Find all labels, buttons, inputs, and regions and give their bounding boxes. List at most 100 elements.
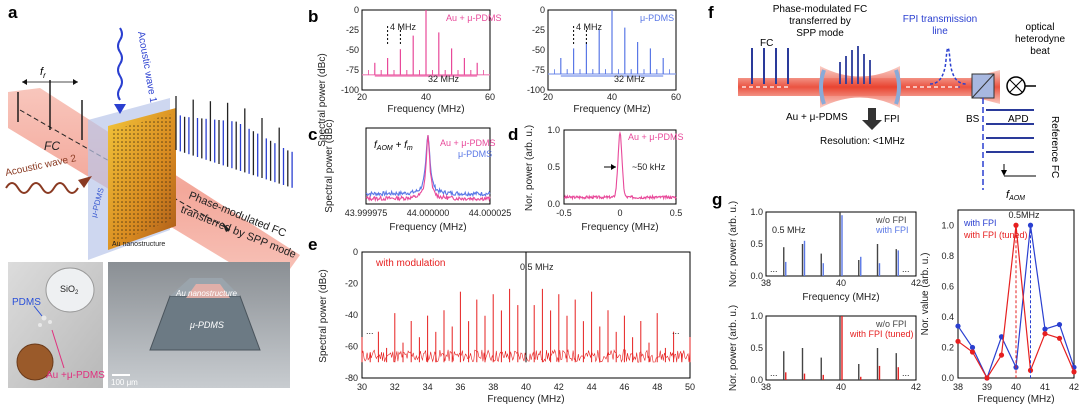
g-xtick: 38 bbox=[761, 382, 771, 392]
g-bottom-axes bbox=[765, 315, 917, 381]
chart-d: Au + μ-PDMS ~50 kHz 1.0 0.5 0.0 -0.5 0 0… bbox=[524, 125, 683, 233]
b-xtick: 40 bbox=[607, 92, 617, 102]
d-series bbox=[563, 130, 677, 201]
f-beat-3: beat bbox=[1030, 46, 1050, 57]
e-xtick: 44 bbox=[587, 382, 597, 392]
b-right-legend: μ-PDMS bbox=[640, 13, 674, 23]
g-right-ytick: 0.4 bbox=[941, 312, 954, 322]
g-xtick: 42 bbox=[911, 382, 921, 392]
b-ytick: -25 bbox=[346, 25, 359, 35]
panel-label-e: e bbox=[308, 235, 317, 254]
g-right-point-red bbox=[1071, 369, 1077, 375]
e-spectrum bbox=[361, 252, 691, 363]
c-xtick-1: 44.000000 bbox=[407, 208, 450, 218]
b-xtick: 20 bbox=[543, 92, 553, 102]
fr-label: fr bbox=[40, 66, 46, 80]
f-fpi-line-2: line bbox=[932, 26, 948, 37]
f-fc: FC bbox=[760, 38, 773, 49]
g-top-xlabel: Frequency (MHz) bbox=[802, 292, 879, 303]
e-xtick: 38 bbox=[488, 382, 498, 392]
acoustic-wave-2-label: Acoustic wave 2 bbox=[4, 153, 77, 179]
g-bottom-ylabel: Nor. power (arb. u.) bbox=[728, 305, 739, 391]
acoustic-wave-1-label: Acoustic wave 1 bbox=[135, 31, 158, 105]
g-top-dots-right: ... bbox=[902, 264, 910, 274]
panel-label-f: f bbox=[708, 3, 714, 22]
b-xtick: 40 bbox=[421, 92, 431, 102]
b-left-legend: Au + μ-PDMS bbox=[446, 13, 501, 23]
b-right-4mhz: 4 MHz bbox=[576, 22, 603, 32]
panel-label-b: b bbox=[308, 7, 318, 26]
b-left-4mhz: 4 MHz bbox=[390, 22, 417, 32]
f-input-comb bbox=[751, 48, 789, 84]
beam-arrow bbox=[222, 222, 230, 232]
g-right-point-red bbox=[969, 349, 976, 355]
e-xtick: 32 bbox=[390, 382, 400, 392]
d-annotation: ~50 kHz bbox=[632, 162, 666, 172]
sem-pdms-label: μ-PDMS bbox=[189, 320, 224, 330]
g-right-point-red bbox=[1042, 331, 1048, 337]
d-xtick-0: -0.5 bbox=[556, 208, 572, 218]
g-ytick: 1.0 bbox=[750, 311, 763, 321]
d-ylabel: Nor. power (arb. u.) bbox=[524, 125, 535, 211]
g-xtick: 40 bbox=[836, 382, 846, 392]
b-ytick: -100 bbox=[341, 85, 359, 95]
g-right-ytick: 0.8 bbox=[941, 251, 954, 261]
g-right-point-red bbox=[984, 375, 990, 381]
f-modulated-comb bbox=[839, 46, 871, 84]
g-right-xtick: 42 bbox=[1069, 382, 1079, 392]
b-ytick: -50 bbox=[532, 45, 545, 55]
d-ytick-2: 1.0 bbox=[547, 125, 560, 135]
d-xtick-1: 0 bbox=[617, 208, 622, 218]
c-annotation: fAOM + fm bbox=[374, 140, 413, 152]
acoustic-wave-2 bbox=[5, 182, 79, 194]
panel-b: Spectral power (dBc) Au + μ-PDMS 4 MHz 3… bbox=[317, 5, 681, 147]
e-xtick: 42 bbox=[554, 382, 564, 392]
e-dots-right: ... bbox=[672, 326, 680, 336]
panel-f-setup: FC Au + μ-PDMS Phase-modulated FC transf… bbox=[738, 4, 1065, 202]
d-xlabel: Frequency (MHz) bbox=[581, 222, 658, 233]
f-fpi-mirror-1 bbox=[819, 69, 826, 105]
g-right-ylabel: Nor. value (arb. u.) bbox=[920, 253, 931, 336]
c-xtick-2: 44.000025 bbox=[469, 208, 512, 218]
g-top-ylabel: Nor. power (arb. u.) bbox=[728, 201, 739, 287]
sio2-label: SiO2 bbox=[60, 284, 79, 296]
g-right-ytick: 0.6 bbox=[941, 281, 954, 291]
f-au-label: Au + μ-PDMS bbox=[786, 112, 848, 123]
c-axes bbox=[365, 127, 491, 205]
e-xtick: 48 bbox=[652, 382, 662, 392]
e-legend: with modulation bbox=[375, 258, 445, 269]
f-transfer-2: transferred by bbox=[789, 16, 851, 27]
acoustic-wave-1 bbox=[117, 27, 123, 101]
sem-au-label: Au nanostructure bbox=[175, 289, 237, 298]
fc-label: FC bbox=[44, 139, 60, 153]
b-ytick: -100 bbox=[527, 85, 545, 95]
f-fpi-mirror-2 bbox=[894, 69, 901, 105]
b-ytick: 0 bbox=[354, 5, 359, 15]
b-left-xlabel: Frequency (MHz) bbox=[387, 104, 464, 115]
b-right-xlabel: Frequency (MHz) bbox=[573, 104, 650, 115]
e-ytick: 0 bbox=[353, 247, 358, 257]
chart-b-left: Au + μ-PDMS 4 MHz 32 MHz 20 40 60 0 -25 -50 -7… bbox=[341, 5, 501, 115]
sio2-disk bbox=[45, 267, 95, 313]
chart-g-bottom: w/o FPI with FPI (tuned) ... ... 38 40 42 0… bbox=[728, 305, 921, 392]
g-xtick: 40 bbox=[836, 278, 846, 288]
coin bbox=[16, 343, 54, 381]
b-ytick: -75 bbox=[346, 65, 359, 75]
d-xtick-2: 0.5 bbox=[670, 208, 683, 218]
f-beat-2: heterodyne bbox=[1015, 34, 1065, 45]
d-ytick-0: 0.0 bbox=[547, 199, 560, 209]
f-faom: fAOM bbox=[1006, 189, 1025, 202]
panel-label-c: c bbox=[308, 125, 317, 144]
g-bottom-legend-1: w/o FPI bbox=[875, 319, 907, 329]
e-ytick: -60 bbox=[345, 342, 358, 352]
g-xtick: 42 bbox=[911, 278, 921, 288]
au-label: Au nanostructure bbox=[112, 241, 165, 248]
c-ylabel: Spectral power (dBc) bbox=[324, 119, 335, 212]
e-xtick: 34 bbox=[423, 382, 433, 392]
g-right-xtick: 40 bbox=[1011, 382, 1021, 392]
f-transfer-3: SPP mode bbox=[796, 28, 844, 39]
sem-au-area bbox=[186, 284, 230, 298]
g-right-point-red bbox=[955, 338, 961, 344]
e-ylabel: Spectral power (dBc) bbox=[318, 269, 329, 362]
